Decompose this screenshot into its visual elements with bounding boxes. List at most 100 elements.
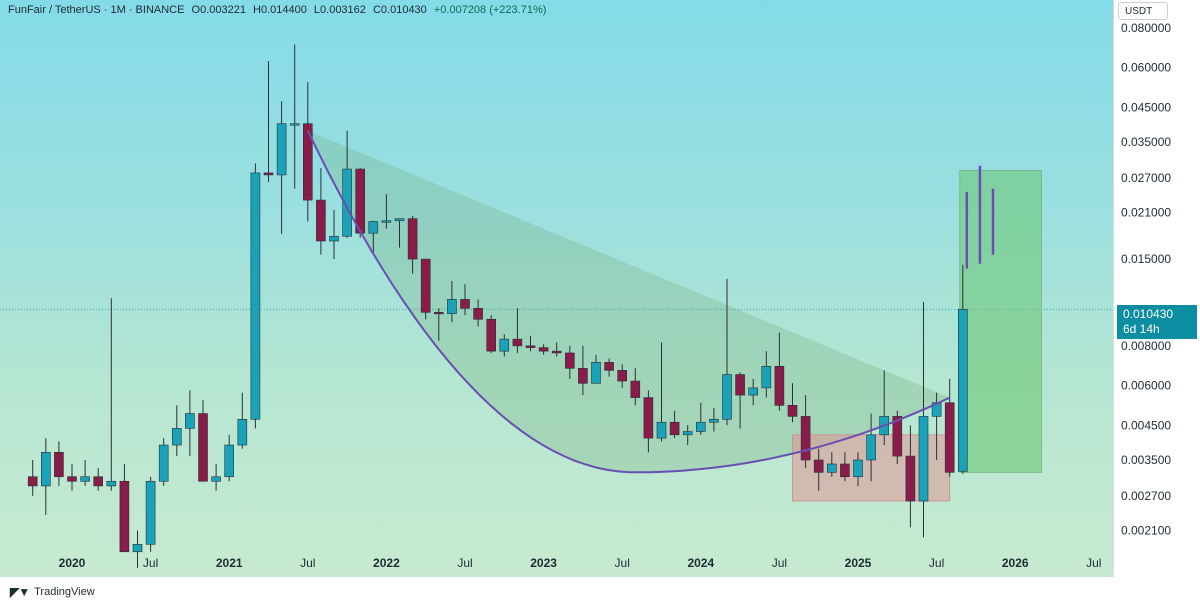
candle-body (224, 444, 234, 478)
candle-body (918, 416, 929, 502)
candle-body (761, 365, 772, 389)
candle-body (564, 352, 575, 369)
brand-label: TradingView (34, 586, 95, 598)
y-tick-label: 0.021000 (1121, 206, 1171, 220)
candle-body (774, 365, 785, 406)
candle-body (892, 416, 903, 457)
candle-body (578, 368, 588, 384)
candle-body (80, 476, 90, 482)
x-tick-label: 2021 (216, 556, 243, 570)
candle-body (54, 452, 64, 478)
candle-body (185, 413, 195, 429)
candle-body (656, 421, 667, 439)
candle-body (145, 480, 156, 545)
candle-body (669, 421, 680, 436)
y-tick-label: 0.027000 (1121, 171, 1171, 185)
candle-body (198, 413, 208, 482)
candle-body (682, 431, 693, 436)
candle-body (709, 418, 719, 423)
x-tick-label: Jul (143, 556, 158, 570)
bar-countdown: 6d 14h (1123, 322, 1160, 336)
x-tick-label: Jul (615, 556, 630, 570)
candle-body (944, 402, 955, 473)
x-tick-label: 2024 (687, 556, 714, 570)
candle-body (735, 374, 745, 396)
candle-body (132, 544, 143, 553)
currency-selector[interactable]: USDT (1118, 2, 1168, 20)
candle-body (957, 308, 968, 472)
candle-body (853, 459, 863, 478)
candle-body (316, 199, 326, 242)
symbol-label[interactable]: FunFair / TetherUS · 1M · BINANCE (8, 4, 185, 16)
x-tick-label: 2022 (373, 556, 400, 570)
y-tick-label: 0.002700 (1121, 489, 1171, 503)
candle-body (211, 476, 221, 482)
candle-body (800, 416, 811, 461)
y-tick-label: 0.003500 (1121, 453, 1171, 467)
candle-body (460, 299, 470, 309)
y-tick-label: 0.080000 (1121, 21, 1171, 35)
candle-body (447, 299, 457, 314)
last-price-value: 0.010430 (1123, 307, 1174, 321)
x-tick-label: 2020 (59, 556, 86, 570)
chart-canvas[interactable]: FunFair / TetherUS · 1M · BINANCE O0.003… (0, 0, 1113, 577)
y-tick-label: 0.045000 (1121, 100, 1171, 114)
open-value: O0.003221 (191, 4, 246, 16)
candle-body (250, 172, 261, 420)
candle-body (551, 350, 562, 354)
candle-body (407, 218, 418, 260)
candle-body (93, 476, 103, 487)
x-tick-label: 2026 (1002, 556, 1029, 570)
y-tick-label: 0.004500 (1121, 418, 1171, 432)
candle-body (748, 387, 759, 396)
tradingview-logo-icon: ◤▼ (10, 585, 30, 599)
cup-shaded-area (307, 130, 950, 473)
footer: ◤▼ TradingView (0, 577, 1200, 607)
candle-body (525, 345, 536, 348)
candle-body (106, 480, 117, 487)
candle-body (499, 338, 510, 352)
candle-body (787, 405, 798, 417)
ohlc-header: FunFair / TetherUS · 1M · BINANCE O0.003… (8, 4, 550, 16)
candle-body (368, 221, 379, 234)
candle-body (538, 347, 549, 352)
candle-body (866, 434, 876, 461)
candle-body (512, 338, 523, 347)
price-axis[interactable] (1113, 0, 1200, 577)
y-tick-label: 0.060000 (1121, 61, 1171, 75)
x-tick-label: 2023 (530, 556, 557, 570)
x-tick-label: Jul (457, 556, 472, 570)
candle-body (263, 172, 274, 176)
candle-body (342, 168, 352, 237)
y-tick-label: 0.008000 (1121, 339, 1171, 353)
x-tick-label: Jul (300, 556, 315, 570)
candle-body (289, 123, 300, 126)
candle-body (119, 480, 130, 553)
x-tick-label: 2025 (845, 556, 872, 570)
x-tick-label: Jul (929, 556, 944, 570)
candle-body (905, 455, 916, 502)
low-value: L0.003162 (313, 4, 366, 16)
y-tick-label: 0.006000 (1121, 379, 1171, 393)
chart-svg: 0.080000 0.060000 0.045000 0.035000 0.027000… (0, 21, 1171, 570)
target-zone (959, 170, 1042, 473)
candle-body (302, 123, 313, 201)
candle-body (40, 452, 51, 487)
change-value: +0.007208 (+223.71%) (433, 4, 547, 16)
tradingview-logo[interactable]: ◤▼ TradingView (10, 585, 95, 599)
x-tick-label: Jul (1086, 556, 1101, 570)
candle-body (433, 312, 444, 315)
cup-curve-line (306, 130, 951, 474)
candle-body (158, 444, 169, 482)
candle-body (355, 168, 366, 234)
candle-body (813, 459, 824, 473)
y-tick-label: 0.015000 (1121, 252, 1171, 266)
candle-body (27, 476, 38, 487)
candle-body (630, 380, 641, 398)
candle-body (420, 258, 431, 313)
candle-body (695, 421, 706, 432)
candle-body (237, 418, 248, 446)
candle-body (826, 463, 837, 473)
high-value: H0.014400 (253, 4, 307, 16)
candle-body (276, 123, 287, 176)
